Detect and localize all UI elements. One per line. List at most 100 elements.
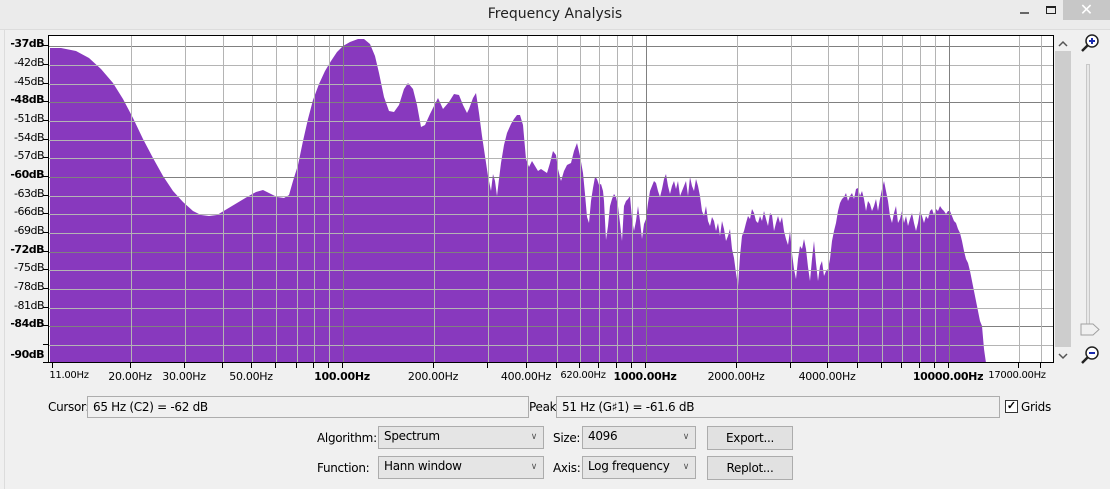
x-tick-mark — [631, 363, 632, 368]
x-tick-label: 400.00Hz — [500, 370, 552, 383]
y-tick-label: -78dB — [14, 280, 45, 293]
scroll-down-arrow-icon[interactable] — [1055, 348, 1071, 364]
function-select[interactable]: Hann window ∨ — [378, 456, 544, 479]
axis-select[interactable]: Log frequency ∨ — [582, 456, 696, 479]
x-tick-mark — [222, 363, 223, 368]
size-select[interactable]: 4096 ∨ — [582, 426, 696, 449]
scrollbar-thumb[interactable] — [1055, 51, 1071, 347]
y-tick-mark — [43, 307, 48, 308]
scroll-up-arrow-icon[interactable] — [1055, 35, 1071, 51]
x-tick-mark — [934, 363, 935, 368]
y-tick-mark — [43, 251, 48, 252]
axis-value: Log frequency — [588, 459, 670, 473]
y-tick-label: -45dB — [14, 75, 45, 88]
y-tick-label: -84dB — [10, 317, 44, 330]
axis-label: Axis: — [553, 461, 581, 475]
x-tick-mark — [790, 363, 791, 368]
x-tick-mark — [827, 363, 828, 368]
y-tick-label: -66dB — [14, 205, 45, 218]
y-tick-label: -57dB — [14, 149, 45, 162]
y-tick-mark — [43, 120, 48, 121]
x-tick-mark — [736, 363, 737, 368]
y-tick-mark — [43, 139, 48, 140]
x-tick-mark — [251, 363, 252, 368]
spectrum-plot[interactable] — [48, 35, 1054, 363]
x-tick-label: 1000.00Hz — [613, 370, 677, 383]
x-tick-label: 10000.00Hz — [912, 370, 984, 383]
y-tick-mark — [43, 288, 48, 289]
function-label: Function: — [317, 461, 370, 475]
spectrum-graph — [49, 36, 1053, 362]
checkmark-icon: ✓ — [1006, 400, 1017, 412]
window-frame — [4, 30, 1106, 489]
export-button[interactable]: Export... — [707, 426, 793, 450]
size-value: 4096 — [588, 429, 618, 443]
y-tick-label: -72dB — [10, 243, 44, 256]
x-tick-mark — [52, 363, 53, 368]
y-tick-mark — [43, 83, 48, 84]
y-tick-mark — [43, 232, 48, 233]
y-tick-label: -90dB — [10, 348, 44, 361]
x-tick-mark — [526, 363, 527, 368]
spectrum-area — [50, 39, 986, 362]
grids-checkbox[interactable]: ✓ — [1005, 400, 1018, 413]
x-tick-label: 100.00Hz — [314, 370, 370, 383]
chevron-down-icon: ∨ — [682, 462, 690, 472]
x-tick-mark — [881, 363, 882, 368]
close-button[interactable]: ✕ — [1063, 0, 1110, 20]
x-tick-mark — [342, 363, 343, 368]
y-tick-label: -75dB — [14, 261, 45, 274]
x-tick-label: 200.00Hz — [407, 370, 459, 383]
y-tick-mark — [43, 157, 48, 158]
x-tick-mark — [184, 363, 185, 368]
algorithm-label: Algorithm: — [317, 431, 377, 445]
x-tick-label: 30.00Hz — [162, 370, 206, 383]
y-tick-mark — [43, 101, 48, 102]
chevron-down-icon: ∨ — [530, 432, 538, 442]
x-tick-mark — [1040, 363, 1041, 368]
minimize-icon — [1019, 12, 1029, 14]
y-tick-label: -51dB — [14, 112, 45, 125]
x-tick-mark — [130, 363, 131, 368]
x-tick-mark — [296, 363, 297, 368]
algorithm-select[interactable]: Spectrum ∨ — [378, 426, 544, 449]
zoom-slider-thumb[interactable] — [1080, 323, 1100, 336]
size-label: Size: — [553, 431, 581, 445]
x-tick-label: 20.00Hz — [108, 370, 152, 383]
y-tick-label: -69dB — [14, 224, 45, 237]
x-tick-mark — [901, 363, 902, 368]
replot-button[interactable]: Replot... — [707, 456, 793, 480]
x-tick-mark — [645, 363, 646, 368]
cursor-label: Cursor: — [48, 400, 90, 414]
x-tick-mark — [579, 363, 580, 368]
x-tick-label: 50.00Hz — [229, 370, 273, 383]
y-tick-mark — [43, 344, 48, 345]
x-tick-mark — [948, 363, 949, 368]
grids-label[interactable]: Grids — [1021, 400, 1051, 414]
minimize-button[interactable] — [1010, 0, 1038, 20]
zoom-slider-track[interactable] — [1086, 64, 1090, 332]
y-tick-mark — [43, 45, 48, 46]
x-tick-mark — [919, 363, 920, 368]
x-tick-label: 2000.00Hz — [707, 370, 765, 383]
x-tick-mark — [556, 363, 557, 368]
maximize-icon — [1046, 6, 1056, 14]
chevron-down-icon: ∨ — [530, 462, 538, 472]
window-title: Frequency Analysis — [487, 6, 623, 22]
y-tick-mark — [43, 269, 48, 270]
cursor-readout: 65 Hz (C2) = -62 dB — [87, 396, 529, 418]
y-tick-mark — [43, 325, 48, 326]
y-tick-mark — [43, 195, 48, 196]
algorithm-value: Spectrum — [384, 429, 440, 443]
vertical-scrollbar[interactable] — [1055, 35, 1071, 365]
y-tick-label: -37dB — [10, 37, 44, 50]
y-tick-label: -63dB — [14, 187, 45, 200]
zoom-in-icon[interactable] — [1080, 33, 1100, 53]
zoom-out-icon[interactable] — [1080, 345, 1100, 365]
y-tick-label: -81dB — [14, 299, 45, 312]
y-tick-mark — [43, 362, 48, 363]
maximize-button[interactable] — [1037, 0, 1065, 20]
peak-label: Peak: — [529, 400, 561, 414]
title-bar: Frequency Analysis ✕ — [0, 0, 1110, 30]
close-icon: ✕ — [1079, 2, 1094, 19]
